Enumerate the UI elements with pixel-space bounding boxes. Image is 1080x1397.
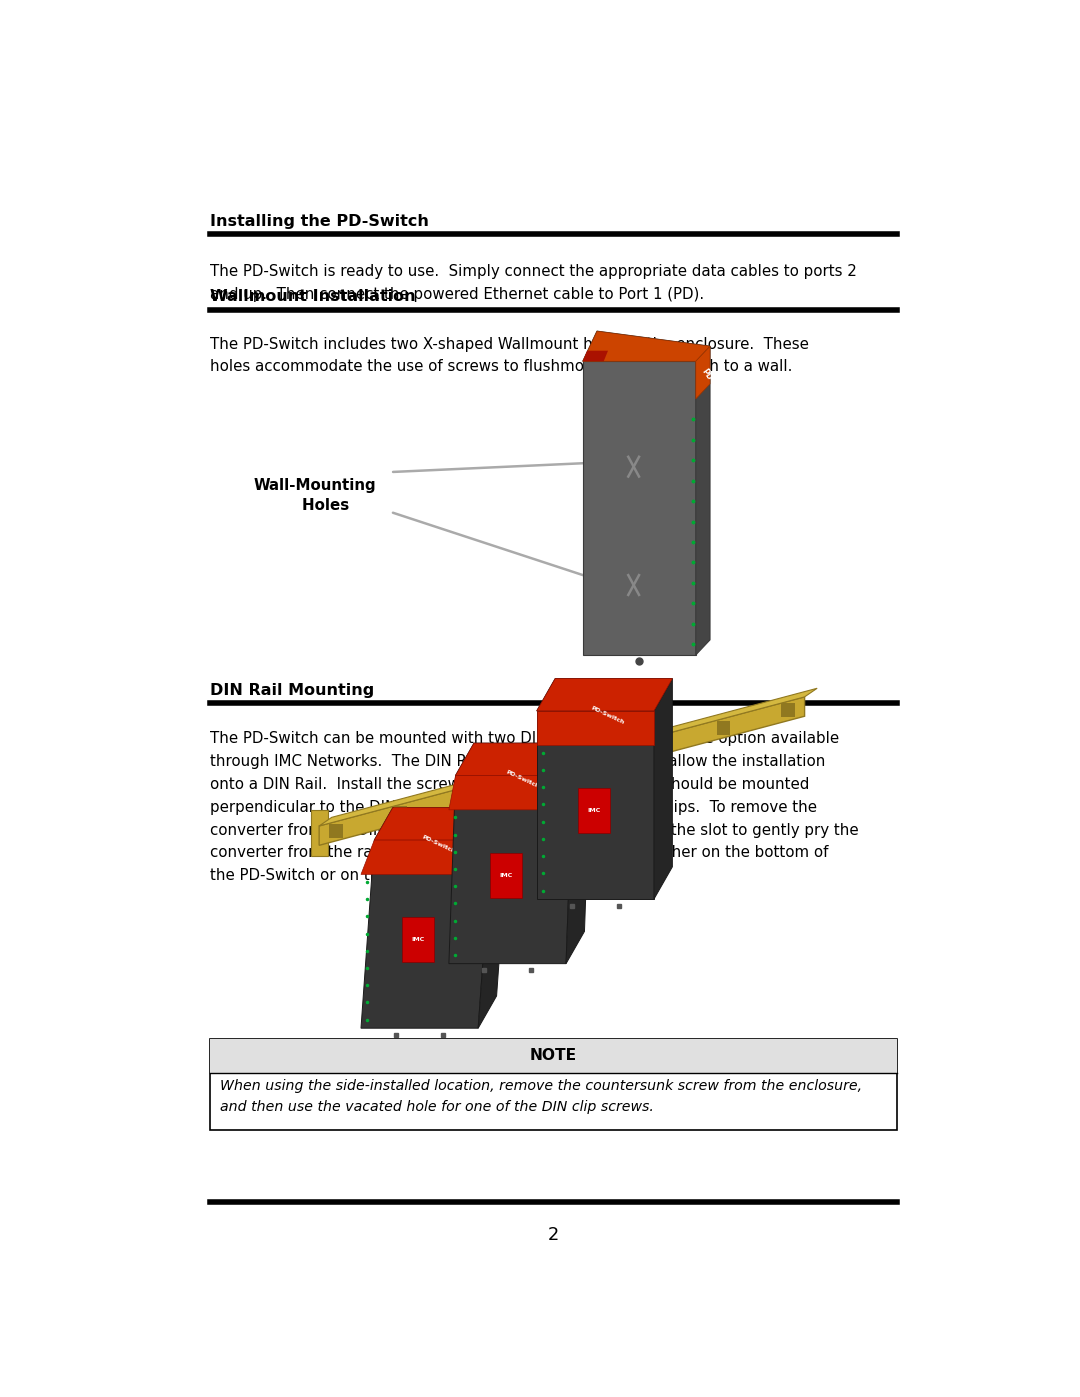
Polygon shape <box>566 743 591 964</box>
Bar <box>652 738 665 752</box>
Polygon shape <box>696 346 710 655</box>
Polygon shape <box>696 346 710 400</box>
Polygon shape <box>583 331 710 362</box>
Text: DIN Rail Mounting: DIN Rail Mounting <box>211 683 375 698</box>
Bar <box>490 852 522 898</box>
Text: PD-Switch: PD-Switch <box>420 834 456 854</box>
Text: IMC: IMC <box>588 809 600 813</box>
Polygon shape <box>537 679 673 711</box>
Text: Wallmount Installation: Wallmount Installation <box>211 289 416 305</box>
Bar <box>588 754 600 768</box>
Text: PD-Switch: PD-Switch <box>505 770 540 789</box>
Text: NOTE: NOTE <box>530 1048 577 1063</box>
Polygon shape <box>583 362 696 655</box>
Polygon shape <box>375 807 510 840</box>
Bar <box>402 918 434 963</box>
Bar <box>781 704 795 718</box>
Text: IMC: IMC <box>499 873 512 877</box>
Text: The PD-Switch is ready to use.  Simply connect the appropriate data cables to po: The PD-Switch is ready to use. Simply co… <box>211 264 858 302</box>
Polygon shape <box>361 840 491 875</box>
Text: PD-Switch: PD-Switch <box>700 366 732 408</box>
Polygon shape <box>456 743 591 775</box>
Polygon shape <box>478 807 510 1028</box>
Polygon shape <box>653 679 673 900</box>
Text: 2: 2 <box>548 1227 559 1245</box>
Text: IMC: IMC <box>411 937 424 943</box>
Text: Installing the PD-Switch: Installing the PD-Switch <box>211 214 429 229</box>
Polygon shape <box>449 775 572 810</box>
Bar <box>394 806 407 820</box>
Bar <box>458 789 472 803</box>
Polygon shape <box>311 810 327 856</box>
Polygon shape <box>537 711 653 745</box>
Text: PD-Switch: PD-Switch <box>590 705 624 725</box>
Bar <box>523 773 537 787</box>
Polygon shape <box>320 697 805 845</box>
Bar <box>717 721 730 735</box>
Bar <box>211 1039 896 1073</box>
Polygon shape <box>449 775 572 964</box>
Text: When using the side-installed location, remove the countersunk screw from the en: When using the side-installed location, … <box>220 1080 863 1113</box>
Polygon shape <box>456 743 591 775</box>
Text: The PD-Switch includes two X-shaped Wallmount holes in the enclosure.  These
hol: The PD-Switch includes two X-shaped Wall… <box>211 337 809 374</box>
Bar <box>329 824 342 838</box>
Text: The PD-Switch can be mounted with two DIN Rail clips, a hardware option availabl: The PD-Switch can be mounted with two DI… <box>211 731 859 883</box>
Polygon shape <box>375 807 510 840</box>
Polygon shape <box>537 679 673 711</box>
Polygon shape <box>583 351 608 362</box>
Polygon shape <box>583 331 710 362</box>
Bar <box>578 788 609 833</box>
Polygon shape <box>361 840 491 1028</box>
Polygon shape <box>320 689 818 826</box>
Bar <box>211 1039 896 1130</box>
Polygon shape <box>537 711 653 900</box>
Text: Wall-Mounting
    Holes: Wall-Mounting Holes <box>254 478 376 513</box>
